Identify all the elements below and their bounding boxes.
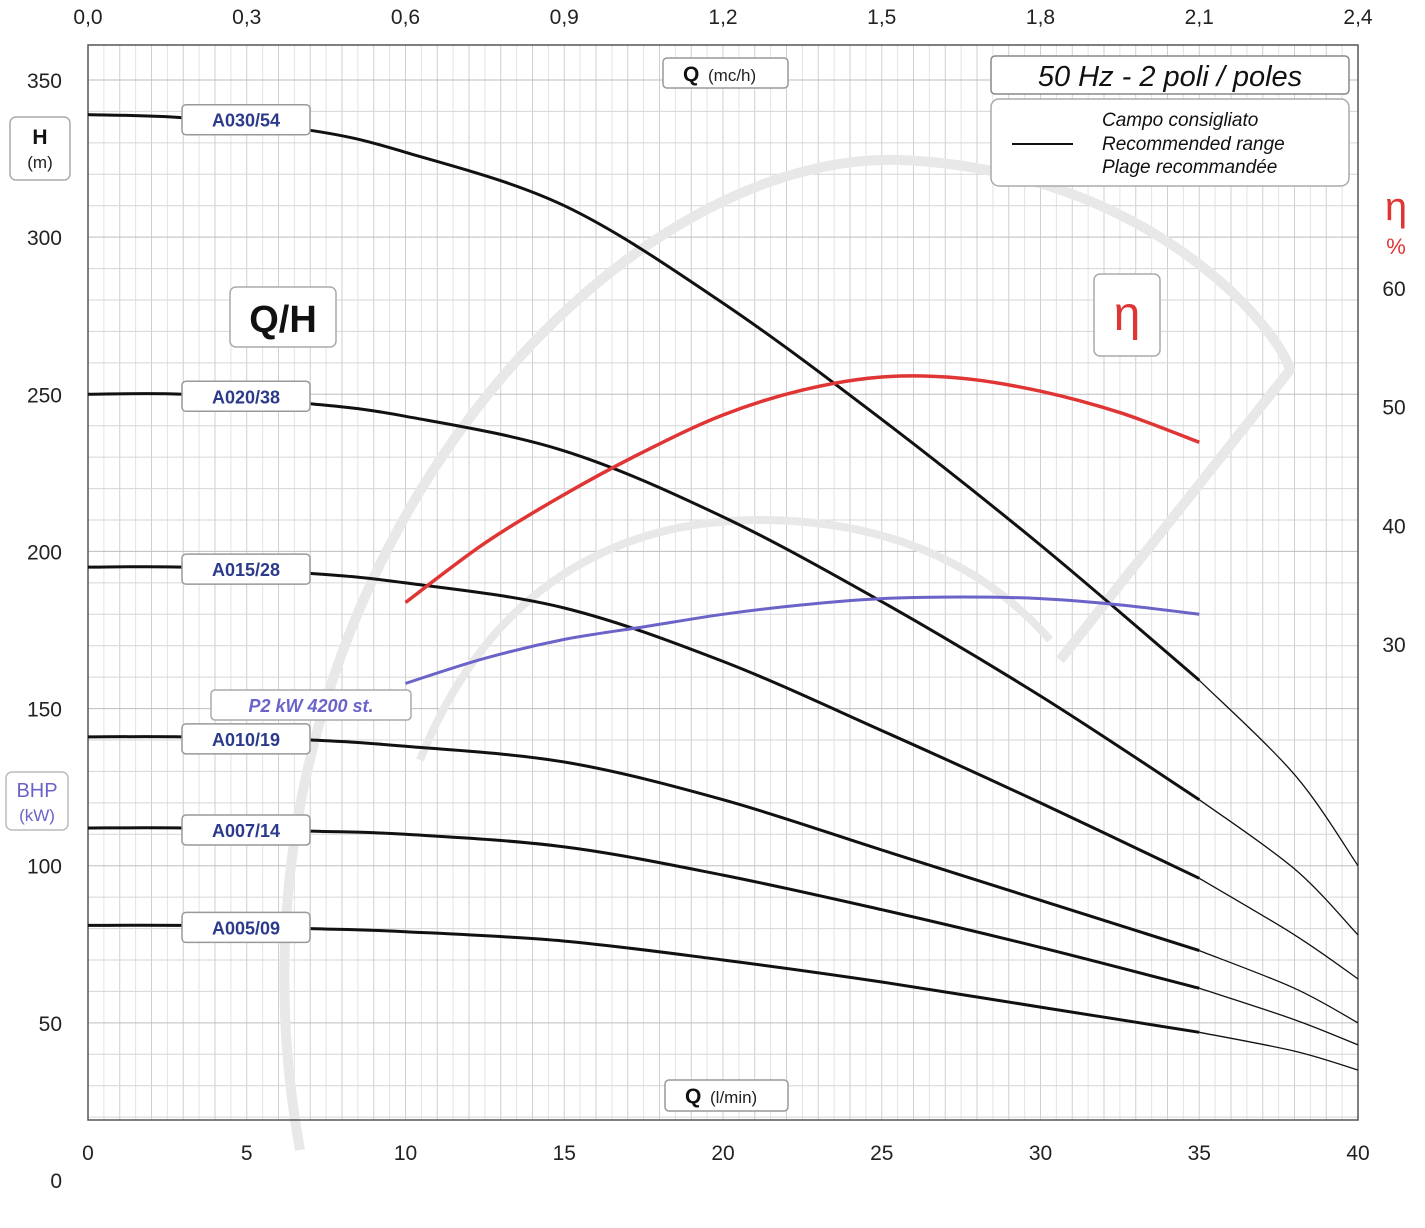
- bhp-axis-label: BHP (kW): [5, 771, 69, 831]
- head-curve-tail-a010-19: [1199, 949, 1359, 1024]
- series-label-a010-19: A010/19: [181, 723, 311, 755]
- top-x-tick: 0,0: [73, 6, 102, 29]
- power-curve: [405, 595, 1200, 685]
- bottom-x-tick: 15: [553, 1142, 576, 1165]
- series-label-text: A007/14: [212, 821, 280, 841]
- series-label-text: A015/28: [212, 560, 280, 580]
- top-x-tick: 1,8: [1026, 6, 1055, 29]
- series-label-a007-14: A007/14: [181, 814, 311, 846]
- top-x-tick: 1,2: [708, 6, 737, 29]
- bottom-x-tick: 25: [870, 1142, 893, 1165]
- series-label-box: [181, 103, 311, 136]
- series-labels: A030/54 A020/38 A015/28 A010/19 A007/14 A005/…: [181, 103, 311, 944]
- top-x-tick: 0,3: [232, 6, 261, 29]
- top-x-tick: 0,9: [550, 6, 579, 29]
- head-curve-tail-a005-09: [1199, 1031, 1359, 1071]
- right-y-tick: 50: [1382, 397, 1405, 420]
- bottom-x-axis-label: Q (l/min): [664, 1079, 789, 1112]
- chart-title: 50 Hz - 2 poli / poles: [1038, 61, 1302, 93]
- right-y-tick: 30: [1382, 634, 1405, 657]
- left-y-tick: 50: [39, 1013, 62, 1036]
- series-label-a030-54: A030/54: [181, 103, 311, 136]
- bottom-x-tick: 5: [241, 1142, 253, 1165]
- chart-title-box: 50 Hz - 2 poli / poles: [990, 55, 1350, 95]
- right-y-ticks: 30 40 50 60: [1382, 278, 1405, 657]
- bottom-x-tick: 20: [711, 1142, 734, 1165]
- bottom-x-tick: 40: [1346, 1142, 1369, 1165]
- top-x-tick: 1,5: [867, 6, 896, 29]
- bottom-x-tick: 35: [1188, 1142, 1211, 1165]
- bottom-x-label-unit: (l/min): [710, 1088, 757, 1107]
- efficiency-label-box: η: [1093, 273, 1161, 357]
- top-x-tick: 0,6: [391, 6, 420, 29]
- top-x-label-bold: Q: [683, 63, 699, 86]
- head-curve-tail-a007-14: [1199, 987, 1359, 1046]
- top-x-ticks: 0,0 0,3 0,6 0,9 1,2 1,5 1,8 2,1 2,4: [73, 6, 1373, 29]
- series-label-text: A020/38: [212, 387, 280, 407]
- left-y-tick: 150: [27, 699, 62, 722]
- qh-label: Q/H: [249, 299, 317, 341]
- left-y-label-unit: (m): [27, 153, 52, 172]
- right-y-tick: 60: [1382, 278, 1405, 301]
- power-label-box: P2 kW 4200 st.: [210, 689, 412, 721]
- left-y-label-bold: H: [32, 126, 47, 149]
- bottom-x-label-bold: Q: [685, 1085, 701, 1108]
- right-y-axis-label: η %: [1385, 185, 1407, 259]
- efficiency-label: η: [1114, 288, 1141, 341]
- top-x-label-unit: (mc/h): [708, 66, 756, 85]
- left-y-axis-label: H (m): [9, 116, 71, 181]
- series-label-box: [181, 380, 311, 413]
- top-x-axis-label: Q (mc/h): [662, 57, 789, 89]
- left-y-tick: 250: [27, 384, 62, 407]
- series-label-a020-38: A020/38: [181, 380, 311, 413]
- series-label-box: [181, 911, 311, 944]
- right-y-symbol: η: [1385, 185, 1407, 229]
- qh-label-box: Q/H: [229, 286, 337, 348]
- right-y-unit: %: [1386, 234, 1406, 259]
- legend-line-1: Campo consigliato: [1102, 110, 1258, 131]
- series-label-a015-28: A015/28: [181, 553, 311, 585]
- top-x-tick: 2,1: [1185, 6, 1214, 29]
- left-y-tick: 100: [27, 856, 62, 879]
- left-y-tick: 300: [27, 227, 62, 250]
- head-curve-tail-a015-28: [1198, 877, 1359, 980]
- bottom-x-tick: 10: [394, 1142, 417, 1165]
- power-label: P2 kW 4200 st.: [248, 696, 373, 716]
- right-y-tick: 40: [1382, 515, 1405, 538]
- series-label-box: [181, 723, 311, 755]
- top-x-tick: 2,4: [1343, 6, 1373, 29]
- head-curve-tail-a020-38: [1198, 799, 1359, 936]
- series-label-a005-09: A005/09: [181, 911, 311, 944]
- left-y-tick: 200: [27, 541, 62, 564]
- plot-frame: [87, 44, 1359, 1121]
- legend: Campo consigliato Recommended range Plag…: [990, 98, 1350, 187]
- series-label-box: [181, 553, 311, 585]
- legend-line-3: Plage recommandée: [1102, 157, 1277, 178]
- bottom-x-tick: 0: [82, 1142, 94, 1165]
- left-y-tick: 0: [50, 1170, 62, 1193]
- left-y-tick: 350: [27, 70, 62, 93]
- bottom-x-ticks: 0 5 10 15 20 25 30 35 40: [82, 1142, 1370, 1165]
- watermark: [279, 154, 1296, 1151]
- bhp-label: BHP: [16, 780, 57, 802]
- series-label-box: [181, 814, 311, 846]
- efficiency-curve: [404, 374, 1200, 604]
- series-label-text: A030/54: [212, 111, 280, 131]
- series-label-text: A005/09: [212, 918, 280, 938]
- legend-line-2: Recommended range: [1102, 134, 1285, 155]
- series-label-text: A010/19: [212, 730, 280, 750]
- head-curve-tail-a030-54: [1198, 679, 1359, 867]
- bottom-x-tick: 30: [1029, 1142, 1052, 1165]
- bhp-unit: (kW): [19, 806, 55, 825]
- left-y-ticks: 0 50 100 150 200 250 300 350: [27, 70, 62, 1193]
